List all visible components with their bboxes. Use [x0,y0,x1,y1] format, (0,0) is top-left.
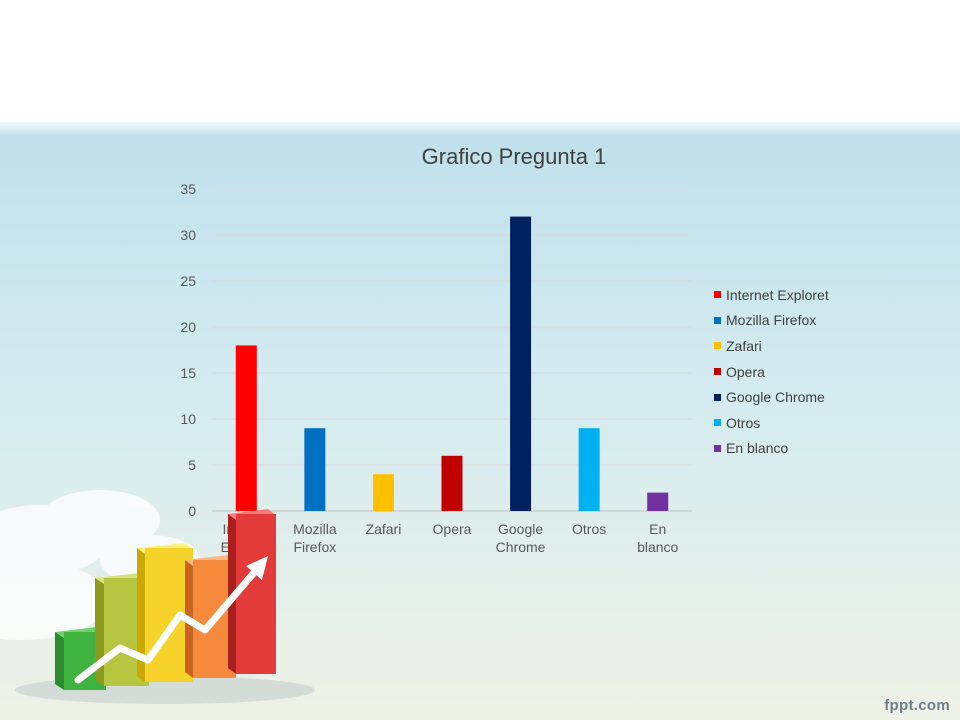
bar-opera [441,455,463,511]
bar-zafari [372,474,394,511]
y-tick-label: 20 [180,319,196,335]
y-tick-label: 10 [180,411,196,427]
y-axis-ticks: 0 5 10 15 20 25 30 35 [180,181,196,519]
legend-label: Google Chrome [726,389,825,406]
x-category-label: Opera [433,521,472,537]
chart-title: Grafico Pregunta 1 [421,144,607,169]
x-category-label: Zafari [366,521,402,537]
legend-label: Otros [726,414,761,431]
legend-item: Opera [714,359,914,385]
legend-swatch [714,316,721,324]
legend-swatch [714,419,721,427]
gridlines [212,188,692,512]
chart-legend: Internet Exploret Mozilla Firefox Zafari Op… [714,282,914,461]
bar-google-chrome [510,216,532,511]
bar-mozilla-firefox [304,428,326,511]
x-category-label: Mozilla Firefox [293,521,337,555]
legend-swatch [714,368,721,376]
legend-swatch [714,342,721,350]
bar-otros [578,428,600,511]
legend-label: Mozilla Firefox [726,312,817,329]
legend-label: En blanco [726,440,789,457]
y-tick-label: 30 [180,227,196,243]
x-category-label: Internet Exploret [221,521,272,555]
x-axis-labels: Internet Exploret Mozilla Firefox Zafari Oper… [221,521,679,555]
y-tick-label: 5 [188,457,196,473]
legend-item: Internet Exploret [714,282,914,308]
legend-item: Mozilla Firefox [714,308,914,334]
bars [235,216,669,511]
x-category-label: En blanco [637,521,678,555]
y-tick-label: 0 [188,503,196,519]
bar-en-blanco [647,492,669,511]
legend-label: Opera [726,363,765,380]
legend-swatch [714,444,721,452]
y-tick-label: 35 [180,181,196,197]
y-tick-label: 15 [180,365,196,381]
x-category-label: Otros [572,521,606,537]
legend-item: En blanco [714,436,914,462]
y-tick-label: 25 [180,273,196,289]
legend-label: Internet Exploret [726,286,829,303]
legend-swatch [714,393,721,401]
legend-swatch [714,291,721,299]
legend-label: Zafari [726,337,762,354]
bar-internet-exploret [235,345,257,511]
legend-item: Google Chrome [714,384,914,410]
legend-item: Zafari [714,333,914,359]
x-category-label: Google Chrome [496,521,546,555]
legend-item: Otros [714,410,914,436]
watermark-text: fppt.com [884,697,950,714]
